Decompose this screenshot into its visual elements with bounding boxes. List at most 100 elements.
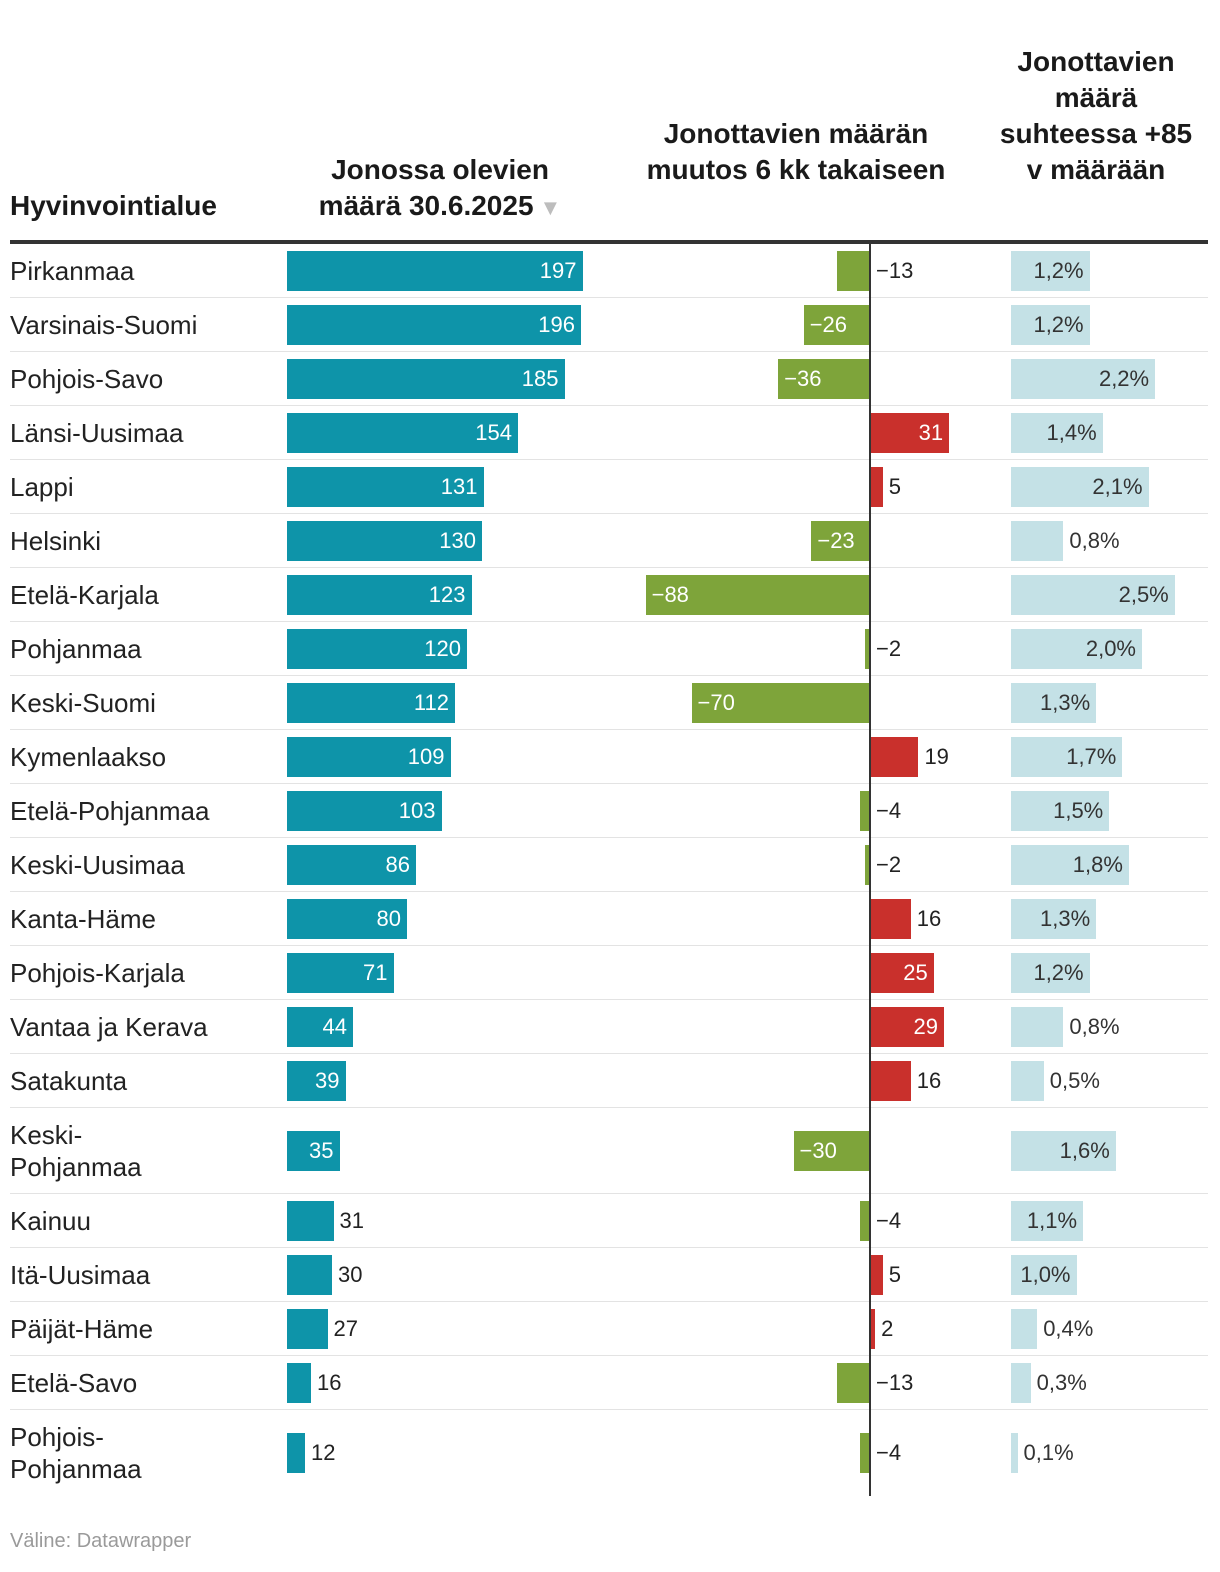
table-row: Pirkanmaa 197 −13 1,2% — [10, 244, 1208, 298]
table-row: Päijät-Häme 27 2 0,4% — [10, 1302, 1208, 1356]
change-bar-positive — [870, 1255, 883, 1295]
change-value-label: −70 — [697, 690, 735, 715]
change-value-label: 29 — [913, 1014, 938, 1039]
count-bar — [287, 1433, 305, 1473]
change-bar-positive — [870, 953, 934, 993]
table-row: Itä-Uusimaa 30 5 1,0% — [10, 1248, 1208, 1302]
count-bar — [287, 737, 451, 777]
change-value-label: 2 — [881, 1316, 894, 1341]
region-name: Kymenlaakso — [10, 742, 167, 772]
count-bar — [287, 791, 442, 831]
count-value-label: 80 — [376, 906, 401, 931]
change-bar-negative — [645, 575, 870, 615]
ratio-value-label: 1,2% — [1033, 312, 1084, 337]
table-row: Etelä-Karjala 123 −88 2,5% — [10, 568, 1208, 622]
ratio-value-label: 1,8% — [1072, 852, 1123, 877]
change-value-label: −4 — [876, 1208, 902, 1233]
ratio-bar — [1011, 575, 1175, 615]
count-value-label: 86 — [385, 852, 410, 877]
table-row: Etelä-Savo 16 −13 0,3% — [10, 1356, 1208, 1410]
table-row: Kanta-Häme 80 16 1,3% — [10, 892, 1208, 946]
region-name: Keski-Uusimaa — [10, 850, 185, 880]
table-row: Pohjois-Savo 185 −36 2,2% — [10, 352, 1208, 406]
table-row: Lappi 131 5 2,1% — [10, 460, 1208, 514]
table-row: Keski- Pohjanmaa 35 −30 1,6% — [10, 1108, 1208, 1194]
change-bar-negative — [859, 1201, 870, 1241]
change-value-label: −13 — [876, 1370, 914, 1395]
ratio-bar — [1011, 1201, 1084, 1241]
row-divider — [10, 891, 1208, 892]
change-bar-negative — [793, 1131, 870, 1171]
count-bar — [287, 1007, 353, 1047]
change-value-label: 19 — [924, 744, 949, 769]
ratio-value-label: 0,4% — [1043, 1316, 1094, 1341]
count-value-label: 196 — [538, 312, 575, 337]
count-value-label: 123 — [428, 582, 466, 607]
change-value-label: −2 — [876, 852, 902, 877]
ratio-bar — [1011, 413, 1103, 453]
ratio-bar — [1011, 1007, 1064, 1047]
count-value-label: 35 — [309, 1138, 334, 1163]
change-bar-negative — [691, 683, 870, 723]
change-value-label: −13 — [876, 258, 914, 283]
region-name: Keski-Suomi — [10, 688, 156, 718]
row-divider — [10, 1193, 1208, 1194]
column-header-region[interactable]: Hyvinvointialue — [10, 190, 217, 221]
ratio-value-label: 1,6% — [1059, 1138, 1110, 1163]
region-name: Pohjois-Karjala — [10, 958, 185, 988]
table-row: Kymenlaakso 109 19 1,7% — [10, 730, 1208, 784]
ratio-bar — [1011, 953, 1090, 993]
row-divider — [10, 567, 1208, 568]
count-value-label: 197 — [539, 258, 577, 283]
count-value-label: 12 — [311, 1440, 336, 1465]
change-value-label: −30 — [799, 1138, 837, 1163]
count-value-label: 103 — [398, 798, 436, 823]
change-bar-negative — [778, 359, 870, 399]
count-value-label: 109 — [407, 744, 445, 769]
ratio-bar — [1011, 737, 1123, 777]
count-bar — [287, 1131, 340, 1171]
region-name: Pirkanmaa — [10, 256, 135, 286]
row-divider — [10, 675, 1208, 676]
column-header-ratio[interactable]: Jonottavien määrä suhteessa +85 v määrää… — [999, 46, 1193, 185]
ratio-value-label: 1,4% — [1046, 420, 1097, 445]
count-value-label: 131 — [440, 474, 478, 499]
ratio-bar — [1011, 683, 1097, 723]
column-header-count-label: Jonossa olevien määrä 30.6.2025 — [318, 154, 549, 221]
count-value-label: 44 — [322, 1014, 347, 1039]
region-name: Etelä-Savo — [10, 1368, 138, 1398]
count-value-label: 31 — [339, 1208, 364, 1233]
change-bar-negative — [836, 1363, 870, 1403]
region-name: Länsi-Uusimaa — [10, 418, 184, 448]
region-name: Etelä-Karjala — [10, 580, 159, 610]
change-value-label: 5 — [888, 1262, 901, 1287]
row-divider — [10, 459, 1208, 460]
ratio-value-label: 1,0% — [1020, 1262, 1071, 1287]
table-row: Kainuu 31 −4 1,1% — [10, 1194, 1208, 1248]
table-row: Pohjanmaa 120 −2 2,0% — [10, 622, 1208, 676]
header-divider — [10, 240, 1208, 244]
row-divider — [10, 1355, 1208, 1356]
table-row: Länsi-Uusimaa 154 31 1,4% — [10, 406, 1208, 460]
change-value-label: −23 — [817, 528, 855, 553]
region-name: Vantaa ja Kerava — [10, 1012, 208, 1042]
row-divider — [10, 1247, 1208, 1248]
ratio-value-label: 2,0% — [1085, 636, 1136, 661]
row-divider — [10, 1409, 1208, 1410]
change-value-label: 25 — [903, 960, 928, 985]
region-name: Keski- Pohjanmaa — [10, 1120, 142, 1182]
change-value-label: −36 — [784, 366, 822, 391]
table-row: Vantaa ja Kerava 44 29 0,8% — [10, 1000, 1208, 1054]
change-bar-negative — [864, 845, 870, 885]
column-header-change[interactable]: Jonottavien määrän muutos 6 kk takaiseen — [646, 118, 946, 185]
change-value-label: −2 — [876, 636, 902, 661]
column-header-count[interactable]: Jonossa olevien määrä 30.6.2025 ▼ — [290, 152, 590, 226]
region-name: Pohjois-Savo — [10, 364, 164, 394]
ratio-value-label: 0,8% — [1069, 1014, 1120, 1039]
ratio-bar — [1011, 1363, 1031, 1403]
change-bar-positive — [870, 413, 950, 453]
ratio-value-label: 0,3% — [1036, 1370, 1087, 1395]
change-bar-positive — [870, 1061, 911, 1101]
ratio-bar — [1011, 1131, 1116, 1171]
ratio-value-label: 1,7% — [1066, 744, 1117, 769]
